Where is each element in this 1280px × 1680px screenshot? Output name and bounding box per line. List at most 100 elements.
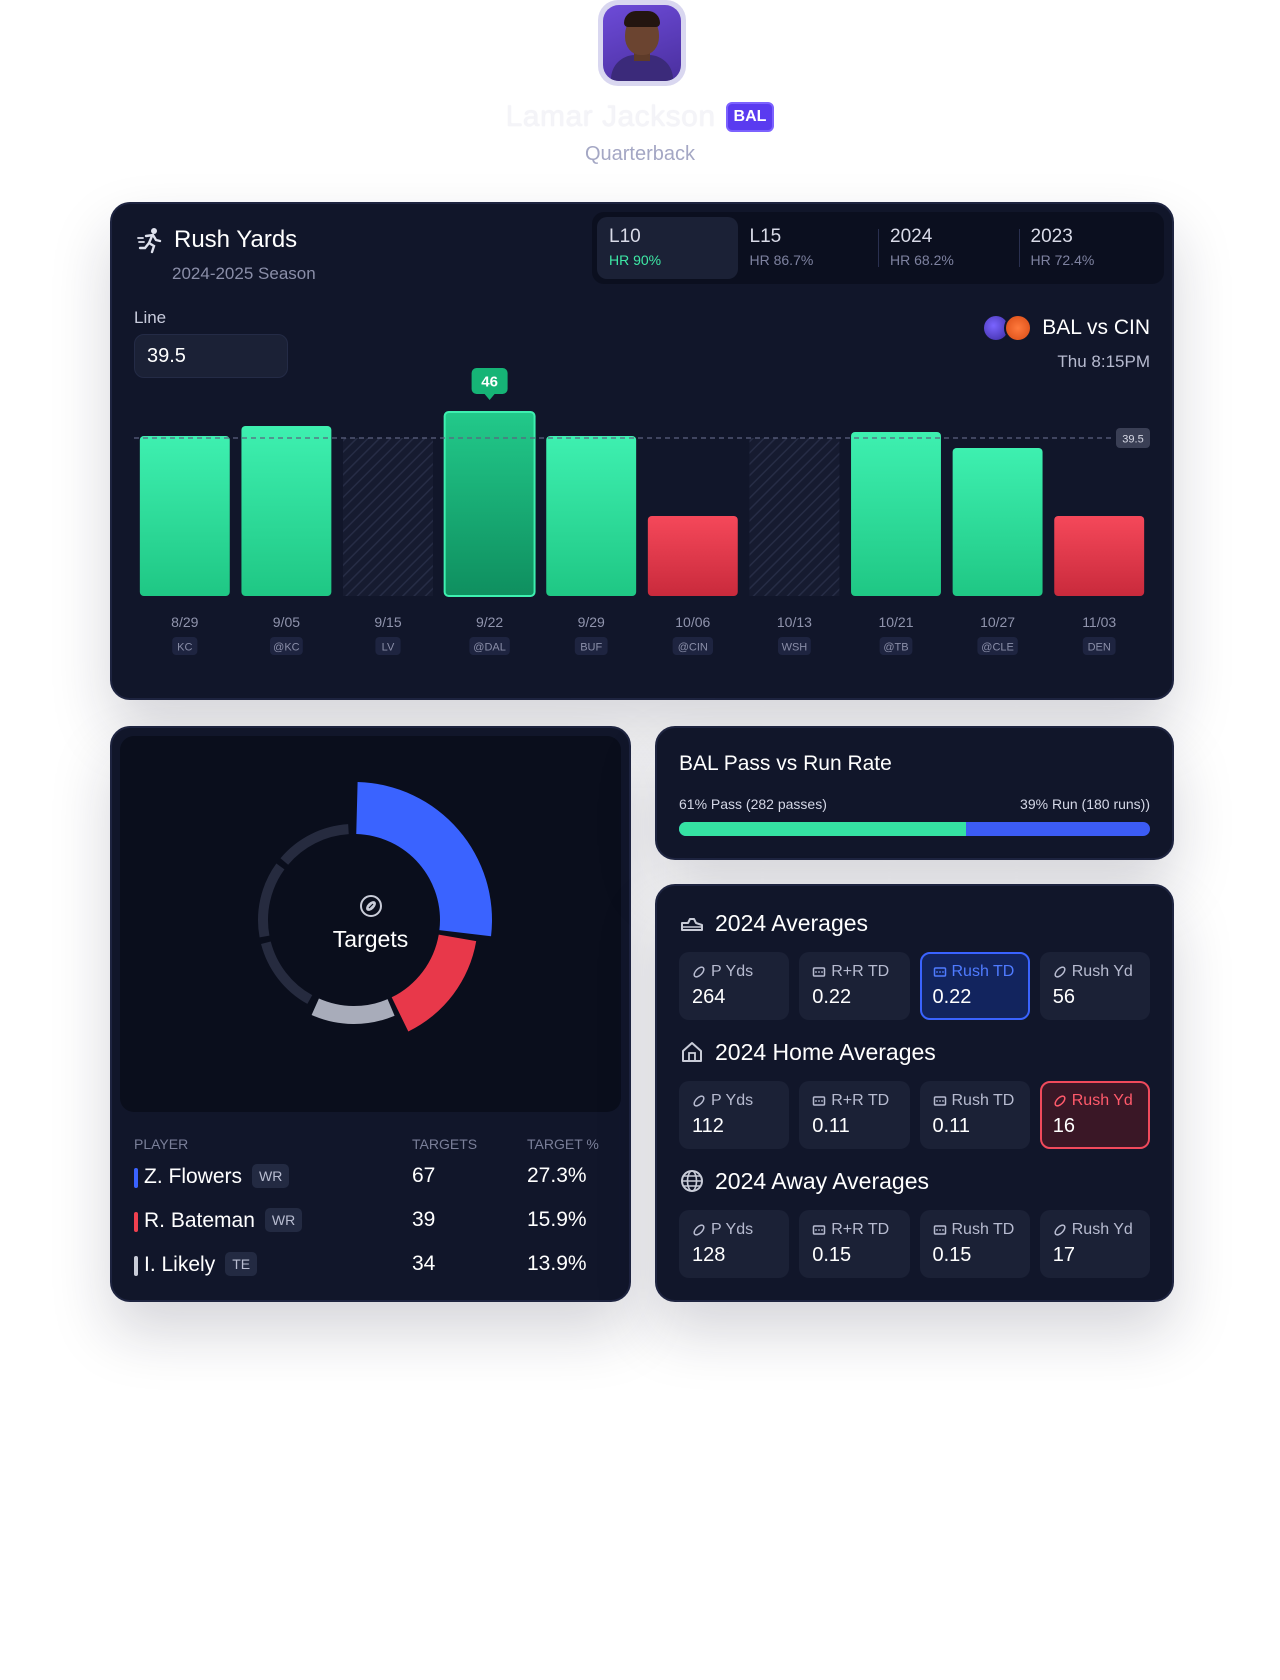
- stat-value: 0.15: [812, 1244, 852, 1266]
- table-row[interactable]: I. Likely TE 34 13.9%: [134, 1252, 607, 1282]
- target-pct-value: 15.9%: [527, 1208, 587, 1231]
- player-avatar: [598, 0, 686, 86]
- stat-value: 56: [1052, 986, 1075, 1008]
- x-tick-date: 10/13: [777, 614, 812, 630]
- run-rate-text: 39% Run (180 runs)): [1020, 796, 1150, 812]
- matchup-info: BAL vs CIN Thu 8:15PM: [982, 314, 1150, 372]
- bengals-logo-icon: [1004, 314, 1033, 342]
- game-time: Thu 8:15PM: [1057, 352, 1150, 371]
- globe-icon: [681, 1170, 703, 1192]
- donut-segment[interactable]: [391, 934, 477, 1032]
- tab-2023[interactable]: 2023 HR 72.4%: [1018, 217, 1160, 279]
- opponent-chip: [270, 637, 303, 655]
- stat-p-yds[interactable]: P Yds 112: [679, 1081, 790, 1149]
- stat-label: R+R TD: [831, 1092, 890, 1109]
- donut-segment-other[interactable]: [258, 863, 285, 938]
- stat-label: R+R TD: [831, 963, 890, 980]
- runner-icon: [137, 228, 162, 254]
- stat-rush-td[interactable]: Rush TD 0.15: [919, 1210, 1030, 1278]
- chart-bar[interactable]: [749, 438, 840, 596]
- chart-bar[interactable]: [241, 426, 332, 596]
- stat-value: 128: [692, 1244, 726, 1266]
- stat-rush-yd[interactable]: Rush Yd 17: [1039, 1210, 1150, 1278]
- stat-rr-td[interactable]: R+R TD 0.11: [799, 1081, 910, 1149]
- chart-bar[interactable]: [546, 436, 637, 596]
- player-color-bar: [134, 1168, 138, 1188]
- stat-rush-td[interactable]: Rush TD 0.22: [919, 952, 1030, 1020]
- stat-value: 16: [1052, 1115, 1075, 1137]
- home-icon: [682, 1042, 702, 1062]
- target-pct-value: 13.9%: [527, 1252, 587, 1275]
- scoreboard-icon: [933, 1096, 946, 1106]
- chart-bar[interactable]: [647, 516, 738, 596]
- averages-card: 2024 Averages P Yds 264 R+R TD 0.22 Rush…: [655, 884, 1174, 1302]
- stat-rush-yd[interactable]: Rush Yd 56: [1039, 952, 1150, 1020]
- x-tick-opponent: WSH: [782, 642, 808, 654]
- stat-label: R+R TD: [831, 1221, 890, 1238]
- stat-rush-td[interactable]: Rush TD 0.11: [919, 1081, 1030, 1149]
- donut-segment[interactable]: [311, 998, 395, 1024]
- x-tick-date: 9/29: [578, 614, 605, 630]
- table-row[interactable]: R. Bateman WR 39 15.9%: [134, 1208, 607, 1238]
- table-row[interactable]: Z. Flowers WR 67 27.3%: [134, 1164, 607, 1194]
- card-title: Rush Yards: [174, 226, 298, 253]
- stat-label: P Yds: [711, 1221, 754, 1238]
- tab-l10[interactable]: L10 HR 90%: [597, 217, 738, 279]
- svg-text:39.5: 39.5: [1122, 434, 1143, 446]
- pass-run-bar: [679, 822, 1150, 836]
- x-tick-opponent: @DAL: [473, 642, 506, 654]
- opponent-chip: [375, 637, 401, 655]
- player-name: R. Bateman: [144, 1209, 255, 1232]
- x-tick-date: 9/05: [273, 614, 300, 630]
- stat-p-yds[interactable]: P Yds 128: [679, 1210, 790, 1278]
- stat-rr-td[interactable]: R+R TD 0.22: [799, 952, 910, 1020]
- scoreboard-icon: [933, 1225, 946, 1235]
- chart-bar[interactable]: [952, 448, 1043, 596]
- averages-section: 2024 Averages P Yds 264 R+R TD 0.22 Rush…: [679, 908, 1150, 1020]
- stat-value: 0.11: [812, 1115, 850, 1137]
- line-label: Line: [134, 308, 167, 327]
- opponent-chip: [879, 637, 913, 655]
- pass-run-card: BAL Pass vs Run Rate 61% Pass (282 passe…: [655, 726, 1174, 860]
- chart-bar[interactable]: [343, 438, 433, 596]
- player-name: I. Likely: [144, 1253, 216, 1276]
- targets-value: 39: [412, 1208, 436, 1231]
- position-chip: WR: [264, 1208, 303, 1232]
- donut-segment-other[interactable]: [280, 824, 349, 865]
- tab-2024[interactable]: 2024 HR 68.2%: [878, 217, 1019, 279]
- position-chip: TE: [225, 1252, 258, 1276]
- stat-value: 0.22: [932, 986, 972, 1008]
- football-icon: [360, 895, 382, 917]
- team-logos: [982, 314, 1034, 342]
- opponent-chip: [778, 637, 811, 655]
- stat-rush-yd[interactable]: Rush Yd 16: [1039, 1081, 1150, 1149]
- donut-segment[interactable]: [356, 782, 492, 937]
- stat-rr-td[interactable]: R+R TD 0.15: [799, 1210, 910, 1278]
- line-input[interactable]: 39.5: [134, 334, 288, 378]
- stat-label: Rush TD: [951, 963, 1015, 980]
- stat-label: Rush TD: [951, 1092, 1015, 1109]
- x-tick-date: 10/06: [675, 614, 710, 630]
- chart-bar[interactable]: [443, 411, 536, 597]
- chart-bar[interactable]: [1054, 516, 1145, 596]
- chart-bar[interactable]: [139, 436, 230, 596]
- donut-panel: Targets: [120, 736, 621, 1112]
- football-icon: [1054, 1095, 1066, 1107]
- target-pct-value: 27.3%: [527, 1164, 587, 1187]
- chart-bar[interactable]: [851, 432, 941, 596]
- tab-label: L10: [609, 226, 641, 247]
- tab-hit-rate: HR 86.7%: [749, 252, 814, 268]
- football-icon: [693, 966, 705, 978]
- rush-yards-card: Rush Yards 2024-2025 Season L10 HR 90% L…: [110, 202, 1174, 700]
- x-tick-opponent: DEN: [1088, 642, 1111, 654]
- stat-p-yds[interactable]: P Yds 264: [679, 952, 790, 1020]
- stat-value: 17: [1052, 1244, 1075, 1266]
- opponent-chip: [977, 637, 1018, 655]
- donut-segment-other[interactable]: [261, 941, 313, 1004]
- scoreboard-icon: [813, 967, 826, 977]
- tab-l15[interactable]: L15 HR 86.7%: [738, 217, 879, 279]
- x-tick-opponent: @CIN: [678, 642, 708, 654]
- stat-label: P Yds: [711, 963, 754, 980]
- team-badge: BAL: [725, 102, 775, 132]
- x-tick-date: 10/21: [878, 614, 913, 630]
